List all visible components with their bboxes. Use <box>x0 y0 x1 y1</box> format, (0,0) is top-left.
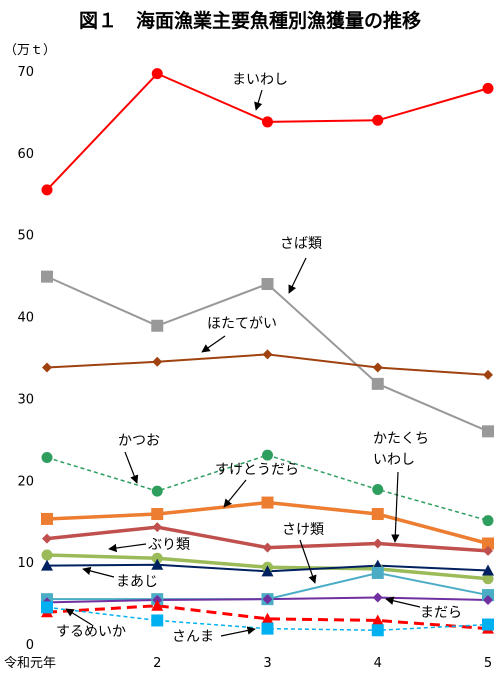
data-point <box>41 184 53 196</box>
data-point <box>42 362 52 373</box>
data-point <box>483 594 493 605</box>
arrow-buri <box>108 543 147 553</box>
data-point <box>482 573 494 585</box>
data-point <box>262 116 273 128</box>
annotation-hotategai: ほたてがい <box>207 316 277 332</box>
data-point <box>262 594 273 605</box>
data-point <box>152 356 163 367</box>
data-point <box>372 483 384 495</box>
y-tick-label: 40 <box>17 311 34 326</box>
y-tick-label: 50 <box>17 229 34 244</box>
data-point <box>41 270 53 283</box>
data-point <box>151 68 163 80</box>
data-point <box>372 362 383 373</box>
data-point <box>372 592 383 603</box>
data-point <box>41 559 53 571</box>
series-line <box>46 72 489 191</box>
chart-title: 図１ 海面漁業主要魚種別漁獲量の推移 <box>79 9 421 32</box>
data-point <box>262 449 273 461</box>
arrow-sake <box>299 539 317 584</box>
annotation-arrows <box>65 89 421 637</box>
annotation-maiwashi: まいわし <box>232 72 288 88</box>
annotation-katsuo: かつお <box>118 433 160 449</box>
arrow-sanma <box>220 626 256 637</box>
data-point <box>483 369 493 380</box>
annotations: まいわし さば類 ほたてがい かつお すけとうだら かたくち いわし ぶり類 ま… <box>56 72 462 645</box>
data-point <box>151 614 164 627</box>
arrow-madara <box>385 596 421 608</box>
series-markers <box>41 68 494 637</box>
data-point <box>151 319 164 332</box>
annotation-surumeika: するめいか <box>56 624 126 640</box>
data-point <box>482 537 494 550</box>
data-point <box>482 618 494 631</box>
y-tick-label: 20 <box>17 474 34 489</box>
x-tick-label: 令和元年 <box>4 656 56 671</box>
data-point <box>482 425 494 438</box>
series-line <box>46 500 489 546</box>
annotation-madara: まだら <box>420 605 462 621</box>
annotation-katakuchi-1: かたくち <box>373 431 429 447</box>
data-point <box>482 515 494 527</box>
data-point <box>41 512 53 525</box>
annotation-maaji: まあじ <box>116 574 158 590</box>
data-point <box>261 622 274 635</box>
data-point <box>151 599 164 611</box>
data-point <box>262 349 273 360</box>
annotation-sanma: さんま <box>172 629 214 645</box>
y-tick-label: 0 <box>26 638 34 653</box>
data-point <box>41 601 53 614</box>
data-point <box>261 612 274 624</box>
arrow-maiwashi <box>254 89 263 111</box>
data-point <box>261 565 274 577</box>
y-axis-ticks: 0 10 20 30 40 50 60 70 <box>17 65 34 653</box>
arrow-maaji <box>82 566 115 578</box>
series-line <box>46 604 489 631</box>
data-point <box>151 508 164 521</box>
x-tick-label: 3 <box>263 656 271 671</box>
y-tick-label: 60 <box>17 147 34 162</box>
data-point <box>482 82 494 94</box>
data-point <box>372 538 383 549</box>
x-tick-label: 5 <box>484 656 492 671</box>
data-point <box>41 452 53 464</box>
arrow-surumeika <box>65 608 93 626</box>
x-axis-ticks: 令和元年 2 3 4 5 <box>4 656 492 671</box>
data-point <box>371 566 384 579</box>
data-point <box>151 485 163 497</box>
y-axis-unit: （万ｔ） <box>4 43 56 58</box>
data-point <box>371 508 384 521</box>
annotation-katakuchi-2: いわし <box>373 452 415 468</box>
x-tick-label: 4 <box>374 656 382 671</box>
data-point <box>483 545 493 556</box>
annotation-sake: さけ類 <box>282 522 324 538</box>
data-point <box>152 522 163 533</box>
data-point <box>261 278 274 291</box>
annotation-suketoudara: すけとうだら <box>215 462 299 478</box>
data-point <box>151 552 163 564</box>
data-point <box>372 114 384 126</box>
data-point <box>151 558 164 570</box>
annotation-saba: さば類 <box>280 236 322 252</box>
data-point <box>261 496 274 509</box>
annotation-buri: ぶり類 <box>148 537 190 553</box>
arrow-hotategai <box>201 335 226 353</box>
data-point <box>371 614 384 626</box>
data-point <box>41 549 53 561</box>
y-tick-label: 70 <box>17 65 34 80</box>
y-tick-label: 10 <box>17 556 34 571</box>
arrow-saba <box>288 257 307 294</box>
data-point <box>262 542 273 553</box>
data-point <box>42 533 52 544</box>
arrow-katakuchi <box>391 471 400 543</box>
arrow-suketoudara <box>223 479 247 508</box>
data-point <box>482 564 494 576</box>
data-point <box>371 624 384 637</box>
y-tick-label: 30 <box>17 392 34 407</box>
x-tick-label: 2 <box>153 656 161 671</box>
arrow-katsuo <box>124 451 139 484</box>
data-point <box>371 377 384 390</box>
